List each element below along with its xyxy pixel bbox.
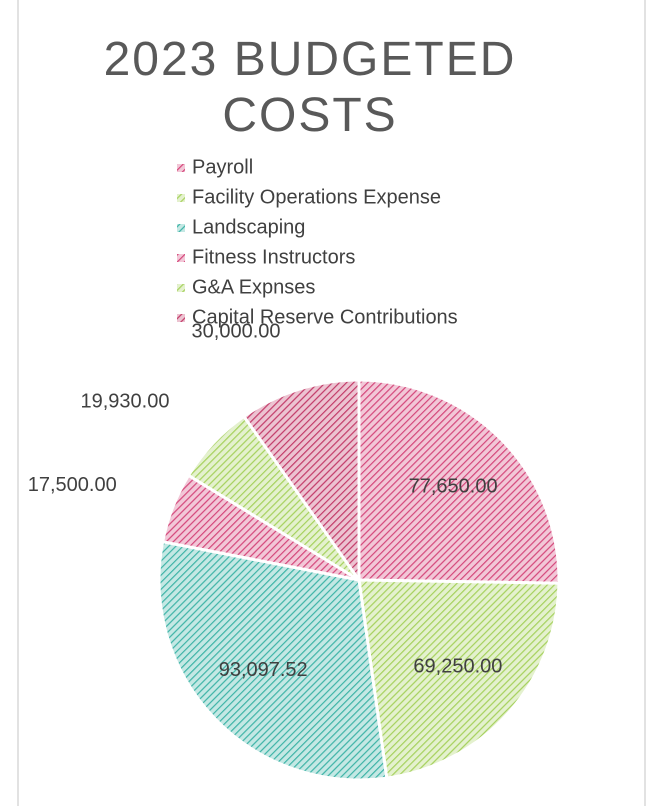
legend-marker: [177, 284, 185, 292]
legend-marker: [177, 164, 185, 172]
data-label: 30,000.00: [192, 320, 281, 342]
data-label: 19,930.00: [80, 390, 169, 412]
pie-slice: [157, 539, 389, 782]
pie-slice: [357, 378, 561, 585]
chart-frame: [17, 0, 646, 806]
pie-slice: [357, 578, 561, 780]
data-label: 93,097.52: [219, 659, 308, 681]
data-label: 69,250.00: [413, 656, 502, 678]
legend-label: Facility Operations Expense: [192, 186, 441, 208]
legend-label: Payroll: [192, 156, 253, 178]
legend-marker: [177, 224, 185, 232]
data-label: 77,650.00: [409, 476, 498, 498]
legend-marker: [177, 314, 185, 322]
legend-marker: [177, 254, 185, 262]
chart-title: 2023 BUDGETED COSTS: [103, 33, 517, 142]
legend-label: Fitness Instructors: [192, 246, 355, 268]
legend-label: G&A Expnses: [192, 276, 315, 298]
legend-label: Capital Reserve Contributions: [192, 306, 458, 328]
legend-marker: [177, 194, 185, 202]
data-label: 17,500.00: [28, 474, 117, 496]
legend-label: Landscaping: [192, 216, 305, 238]
pie-slice: [241, 378, 361, 585]
